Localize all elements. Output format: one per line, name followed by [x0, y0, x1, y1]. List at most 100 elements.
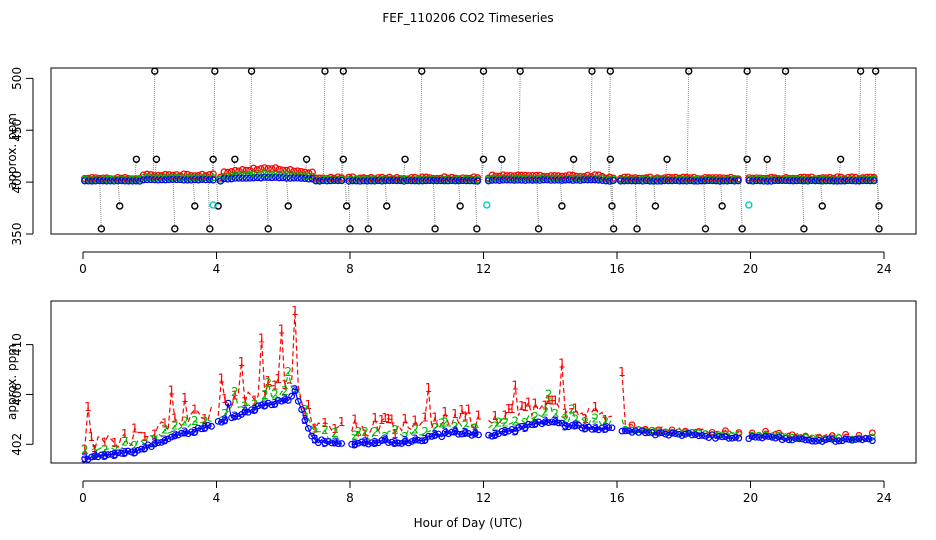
- top-x-tick-label: 4: [213, 262, 221, 276]
- bottom-series-label-2: 2: [501, 416, 509, 430]
- bottom-point-3: [762, 432, 769, 440]
- bottom-series-label-3: 3: [401, 434, 409, 448]
- top-point-blue: [774, 176, 783, 185]
- bottom-x-tick-label: 0: [79, 491, 87, 505]
- top-point-green: [253, 170, 261, 178]
- bottom-point-3: [364, 440, 372, 448]
- bottom-point-3: [308, 432, 316, 440]
- bottom-point-3: [601, 425, 609, 433]
- bottom-point-3: [204, 421, 212, 429]
- bottom-series-label-3: 3: [381, 433, 389, 447]
- top-point-black: [97, 225, 106, 233]
- top-y-axis-label: approx. ppm: [5, 113, 19, 189]
- bottom-series-label-3: 3: [121, 446, 129, 460]
- bottom-series-label-2: 2: [438, 416, 446, 430]
- bottom-series-label-1: 1: [84, 400, 92, 414]
- bottom-point-2: [675, 428, 683, 436]
- bottom-point-3: [548, 418, 556, 426]
- bottom-series-label-2: 2: [81, 443, 89, 457]
- bottom-point-3: [411, 436, 419, 444]
- top-point-black: [473, 225, 481, 233]
- bottom-point-1: [668, 426, 676, 434]
- bottom-series-label-1: 1: [425, 381, 433, 395]
- bottom-point-3: [591, 424, 599, 432]
- top-spike-line: [192, 180, 196, 207]
- bottom-point-3: [732, 434, 739, 441]
- top-point-blue: [249, 174, 258, 182]
- bottom-point-2: [635, 426, 643, 434]
- bottom-series-label-1: 1: [271, 378, 279, 392]
- top-spike-line: [207, 180, 211, 229]
- bottom-series-label-1: 1: [551, 394, 559, 408]
- top-point-blue: [396, 176, 405, 185]
- bottom-point-3: [468, 431, 476, 439]
- bottom-point-3: [578, 424, 586, 432]
- top-point-blue: [745, 176, 753, 185]
- bottom-point-3: [838, 437, 846, 445]
- top-point-red: [308, 168, 316, 176]
- bottom-series-label-2: 2: [171, 419, 179, 433]
- top-point-blue: [165, 175, 173, 184]
- bottom-series-label-3: 3: [191, 425, 199, 439]
- bottom-series-label-1: 1: [491, 409, 499, 423]
- bottom-series-label-1: 1: [264, 374, 272, 388]
- bottom-point-3: [181, 429, 189, 437]
- bottom-series-label-2: 2: [511, 414, 519, 428]
- bottom-series-label-3: 3: [311, 433, 319, 447]
- bottom-point-3: [805, 436, 813, 444]
- bottom-point-3: [324, 438, 332, 445]
- bottom-point-3: [752, 433, 759, 441]
- bottom-point-3: [825, 435, 833, 443]
- top-point-blue: [694, 177, 702, 185]
- bottom-series-label-3: 3: [491, 428, 499, 442]
- top-point-blue: [543, 176, 551, 184]
- top-point-blue: [675, 177, 684, 185]
- bottom-point-3: [248, 406, 255, 414]
- top-point-blue: [851, 177, 860, 185]
- bottom-y-tick-label: 402: [10, 433, 24, 456]
- bottom-point-3: [745, 435, 753, 443]
- top-point-blue: [275, 174, 283, 182]
- top-point-blue: [360, 177, 368, 185]
- top-point-black: [171, 225, 179, 233]
- top-point-black: [364, 225, 373, 233]
- top-spike-line: [634, 180, 638, 229]
- bottom-point-3: [87, 453, 95, 461]
- bottom-series-label-2: 2: [551, 407, 559, 421]
- bottom-y-axis-label: approx. ppm: [5, 344, 19, 420]
- bottom-series-label-3: 3: [261, 399, 269, 413]
- top-spike-line: [608, 159, 611, 181]
- bottom-point-3: [231, 412, 239, 420]
- bottom-point-3: [625, 427, 633, 435]
- top-point-blue: [833, 177, 841, 185]
- top-spike-line: [801, 180, 805, 229]
- top-point-blue: [415, 177, 423, 185]
- bottom-point-3: [458, 430, 466, 438]
- top-spike-line: [664, 159, 668, 181]
- bottom-point-3: [848, 436, 856, 444]
- bottom-point-3: [268, 401, 275, 409]
- bottom-series-label-1: 1: [191, 403, 199, 417]
- top-spike-line: [344, 180, 348, 207]
- bottom-series-label-1: 1: [458, 403, 466, 417]
- top-spike-line: [210, 159, 214, 181]
- top-point-blue: [459, 176, 467, 185]
- bottom-series-label-1: 1: [591, 400, 599, 414]
- bottom-series-label-3: 3: [161, 433, 169, 447]
- top-point-blue: [672, 176, 680, 185]
- bottom-point-3: [715, 432, 723, 440]
- bottom-point-3: [291, 387, 299, 395]
- top-point-blue: [132, 177, 140, 185]
- top-point-blue: [466, 177, 474, 185]
- top-spike-line: [858, 71, 862, 181]
- bottom-point-1: [708, 428, 716, 436]
- bottom-point-3: [772, 434, 779, 442]
- top-point-blue: [161, 176, 170, 184]
- bottom-series-label-1: 1: [475, 408, 483, 422]
- bottom-point-3: [421, 436, 429, 444]
- top-point-red: [242, 166, 250, 175]
- top-point-blue: [198, 175, 206, 184]
- bottom-series-label-1: 1: [218, 371, 226, 385]
- top-point-blue: [338, 176, 346, 185]
